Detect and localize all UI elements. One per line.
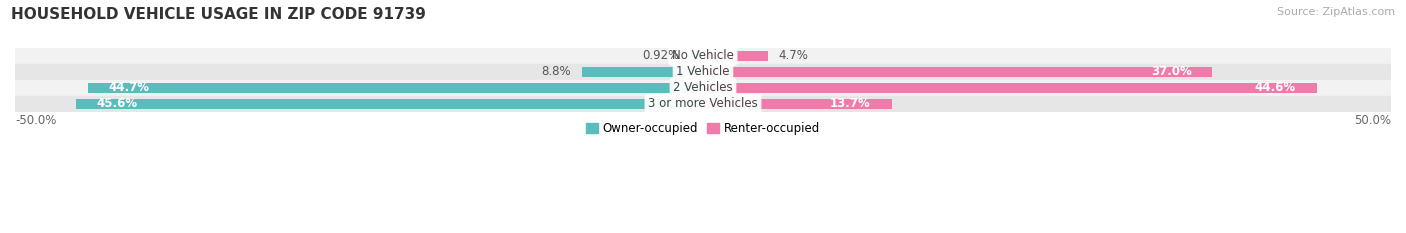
Bar (690, 51, 703, 61)
Text: 37.0%: 37.0% (1150, 65, 1191, 78)
Bar (15, 80, 1391, 96)
Bar (15, 96, 1391, 112)
Text: 44.6%: 44.6% (1256, 81, 1296, 94)
Text: 2 Vehicles: 2 Vehicles (673, 81, 733, 94)
Text: 1 Vehicle: 1 Vehicle (676, 65, 730, 78)
Bar (582, 67, 703, 77)
Bar (15, 48, 1391, 64)
Text: HOUSEHOLD VEHICLE USAGE IN ZIP CODE 91739: HOUSEHOLD VEHICLE USAGE IN ZIP CODE 9173… (11, 7, 426, 22)
Text: 44.7%: 44.7% (108, 81, 149, 94)
Text: -50.0%: -50.0% (15, 114, 56, 127)
Text: 50.0%: 50.0% (1354, 114, 1391, 127)
Bar (703, 51, 768, 61)
Text: 45.6%: 45.6% (96, 97, 138, 110)
Text: 0.92%: 0.92% (643, 49, 679, 62)
Bar (76, 99, 703, 109)
Bar (703, 67, 1212, 77)
Text: 4.7%: 4.7% (779, 49, 808, 62)
Text: 13.7%: 13.7% (830, 97, 870, 110)
Text: Source: ZipAtlas.com: Source: ZipAtlas.com (1277, 7, 1395, 17)
Bar (15, 64, 1391, 80)
Bar (89, 83, 703, 93)
Text: No Vehicle: No Vehicle (672, 49, 734, 62)
Bar (703, 99, 891, 109)
Bar (703, 83, 1316, 93)
Legend: Owner-occupied, Renter-occupied: Owner-occupied, Renter-occupied (581, 117, 825, 140)
Text: 8.8%: 8.8% (541, 65, 571, 78)
Text: 3 or more Vehicles: 3 or more Vehicles (648, 97, 758, 110)
